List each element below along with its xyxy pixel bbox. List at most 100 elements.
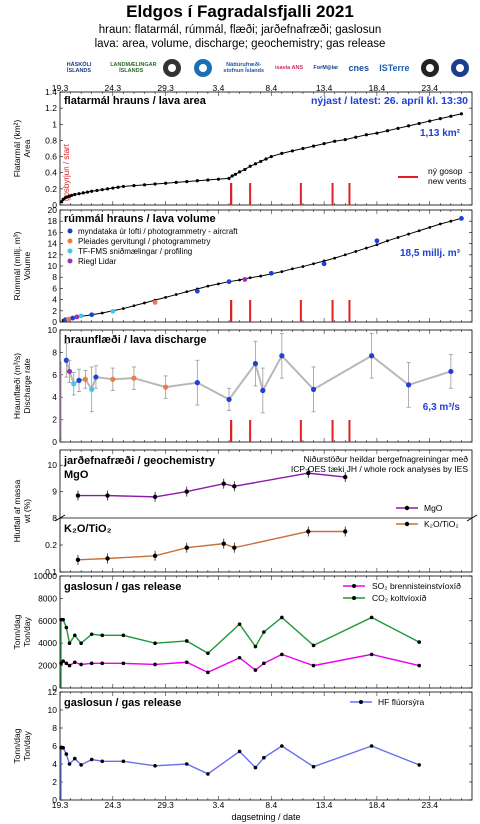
hf-point: [206, 772, 210, 776]
k2o-point: [152, 553, 158, 558]
so2-point: [121, 661, 126, 666]
area-point: [290, 149, 295, 153]
y-tick-label: 1.4: [45, 87, 57, 97]
so2-point: [59, 661, 63, 666]
mgo-line: [77, 472, 346, 498]
y-axis-label: Hraunflæði (m³/s): [12, 353, 22, 419]
discharge-marker: [163, 384, 169, 390]
hf-point: [280, 744, 284, 748]
hf-point: [100, 759, 105, 764]
y-tick-label: 1: [52, 119, 57, 129]
k2o-point: [306, 529, 311, 534]
volume-point: [238, 278, 241, 282]
k2o-point: [184, 545, 189, 550]
volume-point: [280, 270, 284, 273]
hf-point: [262, 755, 266, 760]
co2-point: [206, 651, 210, 656]
so2-point: [153, 662, 157, 667]
y-tick-label: 8: [52, 347, 57, 357]
co2-point: [280, 615, 284, 620]
area-point: [449, 114, 453, 118]
volume-point: [121, 307, 125, 310]
discharge-marker: [71, 381, 77, 387]
area-point: [322, 142, 326, 146]
volume-marker: [459, 216, 464, 221]
y-tick-label: 4: [52, 759, 57, 769]
volume-point: [449, 219, 453, 223]
top-tick-label: 24.3: [105, 83, 122, 93]
polyline-0: [61, 113, 462, 203]
co2-point: [100, 633, 105, 638]
so2-point: [67, 663, 72, 668]
top-tick-label: 8.4: [265, 83, 277, 93]
volume-point: [407, 232, 411, 236]
y-tick-label: 0.2: [45, 184, 57, 194]
geochem-note-1: Niðurstöður heildar bergefnagreiningar m…: [304, 454, 469, 464]
volume-point: [291, 267, 294, 271]
volume-point: [343, 253, 347, 257]
subtitle-mgo: MgO: [64, 469, 89, 481]
final-value-area: 1,13 km²: [420, 128, 461, 139]
legend-gas-label: CO₂ koltvíoxíð: [372, 593, 427, 603]
area-point: [77, 192, 81, 196]
mgo-point: [105, 493, 110, 498]
y-tick-label: 6: [52, 283, 57, 293]
y-tick-label: 12: [48, 250, 58, 260]
bottom-tick-label: 29.3: [157, 800, 174, 810]
y-tick-label: 2: [52, 306, 57, 316]
panel-title-area: flatarmál hrauns / lava area: [64, 95, 207, 107]
y-tick-label: 8000: [38, 593, 57, 603]
isavia-logo: isavia ANS: [274, 65, 304, 71]
lmv-logo: [420, 57, 440, 79]
volume-point: [206, 284, 210, 288]
y-axis-label: Tonn/dag: [12, 614, 22, 649]
area-point: [174, 180, 178, 184]
volume-marker: [70, 315, 76, 321]
legend-k2o-label: K₂O/TiO₂: [424, 519, 459, 529]
y-tick-label: 0: [52, 795, 57, 805]
area-point: [206, 178, 210, 182]
discharge-marker: [369, 353, 375, 359]
y-axis-label-en: Ton/day: [22, 616, 32, 647]
discharge-marker: [260, 387, 266, 394]
polyline-1: [63, 217, 462, 321]
formolar-logo: ForM◎lar: [313, 65, 339, 71]
area-point: [121, 184, 125, 189]
discharge-marker: [93, 374, 99, 380]
mgo-point: [221, 481, 226, 486]
area-point: [417, 121, 421, 126]
co2-point: [262, 630, 266, 634]
area-point: [280, 151, 284, 155]
volume-point: [312, 262, 315, 266]
final-value-volume: 18,5 millj. m³: [400, 248, 461, 259]
hf-point: [311, 764, 316, 769]
lmi-logo: LANDMÆLINGAR ÍSLANDS: [110, 62, 157, 74]
haskoli-logo: HÁSKÓLI ÍSLANDS: [66, 62, 92, 74]
hf-point: [72, 756, 77, 761]
hf-point: [253, 765, 258, 770]
area-point: [248, 164, 252, 168]
y-axis-label-en: Ton/day: [22, 730, 32, 761]
area-point: [428, 119, 432, 123]
legend-marker: [67, 238, 73, 244]
cnrs-logo: [450, 57, 470, 79]
volume-point: [100, 311, 104, 315]
k2o-point: [232, 545, 237, 550]
y-axis-label-en: Volume: [22, 252, 32, 281]
y-tick-label-upper: 8: [52, 513, 57, 523]
volume-point: [386, 239, 389, 243]
discharge-marker: [406, 382, 412, 388]
isterre-logo: ISTerre: [379, 62, 410, 73]
volume-marker: [78, 313, 84, 319]
discharge-marker: [89, 386, 95, 392]
chart-title: Eldgos í Fagradalsfjalli 2021: [126, 2, 354, 21]
volume-point: [259, 274, 263, 278]
y-tick-label: 8: [52, 272, 57, 282]
y-tick-label: 10: [48, 325, 58, 335]
discharge-marker: [82, 376, 88, 382]
co2-point: [311, 643, 316, 648]
volume-point: [174, 293, 178, 296]
mgo-point: [306, 470, 311, 476]
area-point: [70, 193, 74, 197]
